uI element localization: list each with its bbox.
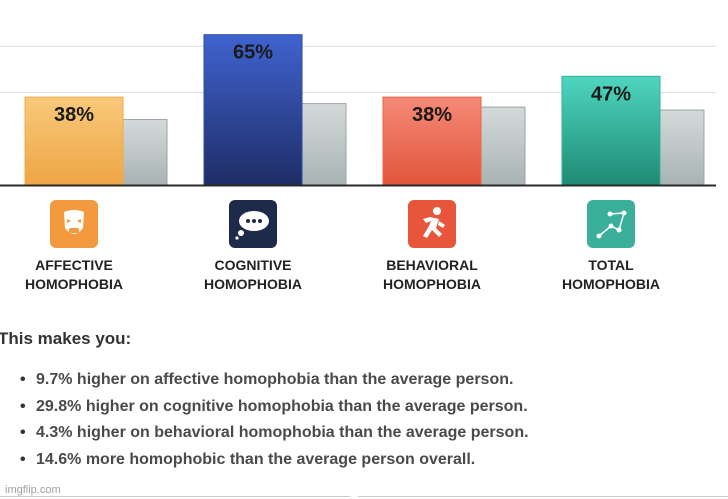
category-label-affective: AFFECTIVE HOMOPHOBIA — [0, 256, 154, 294]
bar-average-2 — [480, 106, 526, 186]
bars — [24, 34, 705, 186]
category-label-line: HOMOPHOBIA — [204, 276, 302, 292]
summary-title: This makes you: — [0, 329, 132, 348]
data-label-2: 38% — [412, 104, 452, 126]
category-label-behavioral: BEHAVIORAL HOMOPHOBIA — [352, 256, 512, 294]
bar-you-2 — [382, 96, 482, 186]
category-label-line: HOMOPHOBIA — [562, 276, 660, 292]
category-label-total: TOTAL HOMOPHOBIA — [531, 256, 691, 294]
data-labels: 38% 65% 38% 47% — [54, 42, 631, 126]
data-label-1: 65% — [233, 42, 273, 64]
category-label-line: HOMOPHOBIA — [383, 276, 481, 292]
summary-item: 29.8% higher on cognitive homophobia tha… — [20, 398, 529, 425]
summary-item: 4.3% higher on behavioral homophobia tha… — [20, 424, 529, 451]
category-label-line: HOMOPHOBIA — [25, 276, 123, 292]
summary-item: 9.7% higher on affective homophobia than… — [20, 371, 529, 398]
speech-bubble-icon — [229, 200, 277, 248]
bar-average-1 — [301, 103, 347, 186]
data-label-0: 38% — [54, 104, 94, 126]
bottom-divider-left — [0, 496, 350, 497]
watermark: imgflip.com — [5, 484, 61, 496]
bar-chart: 38% 65% 38% 47% — [0, 34, 716, 187]
category-label-line: TOTAL — [588, 257, 634, 273]
bar-you-0 — [24, 96, 124, 186]
theater-mask-icon — [50, 200, 98, 248]
chart: 38% 65% 38% 47% — [0, 34, 716, 187]
category-label-cognitive: COGNITIVE HOMOPHOBIA — [173, 256, 333, 294]
bar-you-3 — [561, 75, 661, 186]
category-label-line: BEHAVIORAL — [386, 257, 478, 273]
constellation-icon — [587, 200, 635, 248]
category-label-line: AFFECTIVE — [35, 257, 113, 273]
category-label-line: COGNITIVE — [214, 257, 292, 273]
bar-average-0 — [122, 119, 168, 186]
running-person-icon — [408, 200, 456, 248]
bar-you-1 — [203, 34, 303, 186]
summary-item: 14.6% more homophobic than the average p… — [20, 451, 529, 478]
summary-list: 9.7% higher on affective homophobia than… — [20, 371, 529, 477]
data-label-3: 47% — [591, 83, 631, 105]
bottom-divider-right — [358, 496, 728, 497]
bar-average-3 — [659, 109, 705, 186]
